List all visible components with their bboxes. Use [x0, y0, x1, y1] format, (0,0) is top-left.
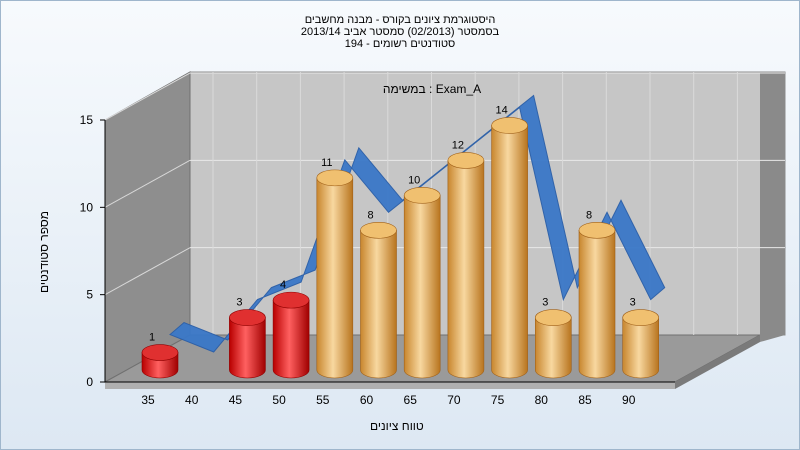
x-tick-label: 60 [360, 393, 374, 407]
bar-value-label: 8 [586, 209, 592, 221]
bar-body [403, 195, 441, 379]
bar-top [578, 221, 616, 239]
x-tick-label: 75 [491, 393, 505, 407]
bar-top [360, 221, 397, 239]
bar-body [535, 317, 572, 379]
bar-35: 1 [141, 332, 179, 379]
bar-top [272, 291, 310, 309]
bar-top [447, 152, 485, 169]
x-tick-label: 65 [404, 393, 418, 407]
x-tick-label: 90 [622, 393, 636, 407]
x-tick-label: 80 [535, 393, 549, 407]
bar-top [491, 117, 528, 134]
bar-body [578, 229, 616, 379]
exam-title: במשימה : Exam_A [383, 82, 481, 96]
chart-floor-front [105, 382, 675, 389]
bar-50: 4 [272, 279, 310, 379]
y-tick-label: 5 [86, 288, 93, 302]
x-tick-label: 40 [185, 393, 199, 407]
bar-body [272, 299, 310, 379]
chart-right-wall [760, 72, 785, 342]
bar-85: 8 [578, 209, 616, 379]
bar-top [622, 309, 660, 326]
bar-90: 3 [622, 297, 660, 379]
bar-value-label: 4 [280, 279, 286, 291]
gridline-side [104, 72, 191, 121]
chart-title-line-3: סטודנטים רשומים - 194 [344, 38, 456, 50]
bar-body [229, 317, 266, 379]
x-tick-label: 45 [229, 393, 243, 407]
bar-top [316, 169, 354, 187]
y-tick-label: 15 [80, 113, 94, 127]
bar-body [447, 160, 485, 379]
x-tick-label: 70 [447, 393, 461, 407]
bar-value-label: 14 [495, 104, 507, 116]
bar-60: 8 [360, 209, 397, 379]
bar-value-label: 8 [367, 209, 373, 221]
bar-45: 3 [229, 297, 266, 379]
bar-value-label: 3 [630, 297, 636, 309]
bar-value-label: 12 [452, 139, 464, 151]
bar-top [403, 187, 441, 204]
bar-top [229, 309, 266, 326]
trend-ribbon [169, 94, 666, 353]
x-tick-label: 50 [272, 393, 286, 407]
bar-80: 3 [534, 297, 572, 379]
y-axis-title: מספר סטודנטים [37, 211, 51, 293]
bar-value-label: 3 [542, 297, 548, 309]
gridline-side [104, 247, 191, 296]
bar-top [534, 309, 572, 326]
bar-value-label: 3 [236, 297, 242, 309]
y-tick-label: 0 [86, 375, 93, 389]
y-tick-label: 10 [80, 200, 94, 214]
bar-body [622, 317, 659, 379]
bar-body [360, 229, 397, 379]
bar-top [141, 344, 179, 361]
bar-value-label: 1 [149, 332, 155, 344]
chart-floor-edge [675, 335, 760, 389]
bar-55: 11 [316, 157, 354, 379]
bar-65: 10 [403, 174, 441, 379]
bar-value-label: 10 [408, 174, 420, 186]
bar-body [316, 177, 354, 379]
chart-title-line-2: בסמסטר (02/2013) סמסטר אביב 2013/14 [300, 26, 500, 38]
bar-75: 14 [491, 104, 528, 379]
x-axis-title: טווח ציונים [370, 419, 424, 433]
x-tick-label: 85 [578, 393, 592, 407]
bar-value-label: 11 [321, 157, 332, 169]
bar-body [491, 125, 528, 379]
x-tick-label: 55 [316, 393, 330, 407]
chart-title-line-1: היסטוגרמת ציונים בקורס - מבנה מחשבים [304, 14, 496, 26]
gridline-side [104, 159, 191, 208]
bar-70: 12 [447, 139, 485, 379]
x-tick-label: 35 [141, 393, 155, 407]
